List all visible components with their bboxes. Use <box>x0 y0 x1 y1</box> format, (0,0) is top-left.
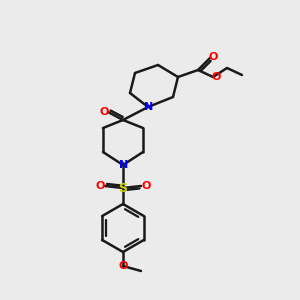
Text: O: O <box>118 261 128 271</box>
Text: O: O <box>211 72 221 82</box>
Text: N: N <box>144 102 154 112</box>
Text: O: O <box>95 181 105 191</box>
Text: N: N <box>119 160 129 170</box>
Text: O: O <box>208 52 218 62</box>
Text: O: O <box>141 181 151 191</box>
Text: S: S <box>118 182 127 194</box>
Text: O: O <box>99 107 109 117</box>
